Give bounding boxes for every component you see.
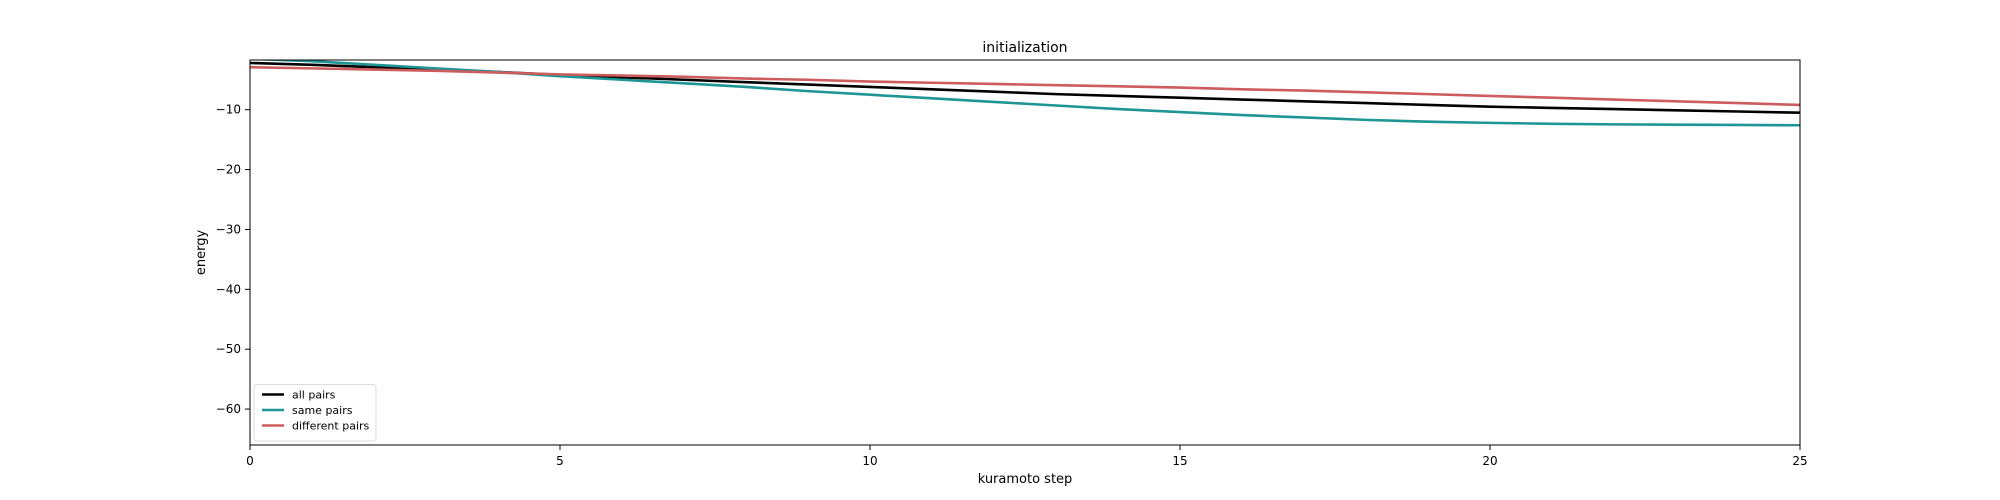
- y-tick-label: −50: [216, 342, 241, 356]
- y-tick-label: −60: [216, 402, 241, 416]
- x-tick-label: 0: [246, 454, 254, 468]
- chart-title: initialization: [982, 40, 1067, 56]
- x-tick-label: 25: [1792, 454, 1807, 468]
- series-layer: [250, 60, 1800, 127]
- y-tick-label: −30: [216, 222, 241, 236]
- x-tick-label: 5: [556, 454, 564, 468]
- legend-label: all pairs: [292, 389, 336, 402]
- x-axis: 0 5 10 15 20 25: [246, 445, 1808, 468]
- plot-frame: [249, 59, 1801, 446]
- legend-label: different pairs: [292, 420, 370, 433]
- y-tick-label: −20: [216, 163, 241, 177]
- x-tick-label: 10: [862, 454, 877, 468]
- legend: all pairs same pairs different pairs: [253, 384, 377, 442]
- y-axis-label: energy: [194, 230, 209, 276]
- x-tick-label: 15: [1172, 454, 1187, 468]
- legend-label: same pairs: [292, 404, 353, 417]
- y-tick-label: −10: [216, 103, 241, 117]
- series-line-different-pairs: [250, 65, 1800, 107]
- x-axis-label: kuramoto step: [978, 472, 1073, 487]
- legend-frame: [253, 384, 377, 442]
- y-axis: −10 −20 −30 −40 −50 −60: [216, 103, 250, 416]
- x-tick-label: 20: [1482, 454, 1497, 468]
- y-tick-label: −40: [216, 282, 241, 296]
